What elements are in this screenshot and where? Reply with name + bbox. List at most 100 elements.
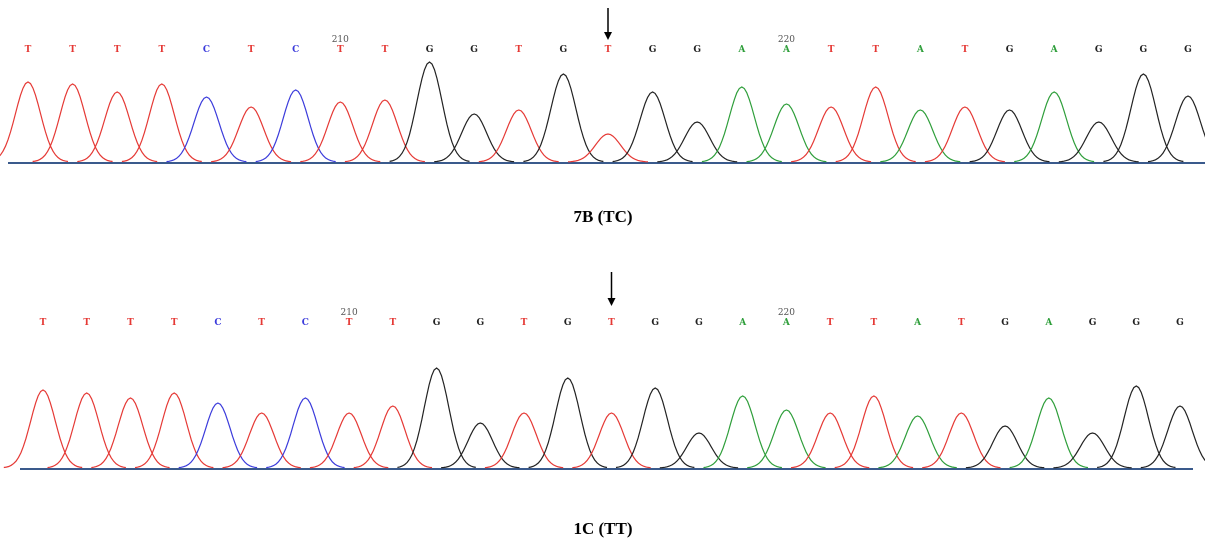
caption: 7B (TC) xyxy=(573,207,632,226)
peak xyxy=(1097,386,1175,468)
base-call: A xyxy=(738,318,747,328)
peak xyxy=(702,87,782,162)
base-call: T xyxy=(382,45,389,55)
base-call: G xyxy=(426,45,434,55)
base-call: T xyxy=(83,318,90,328)
peak xyxy=(479,110,559,162)
base-call: C xyxy=(203,45,210,55)
peak xyxy=(1141,406,1205,468)
base-call: T xyxy=(608,318,615,328)
peak xyxy=(1014,92,1094,162)
base-call: A xyxy=(916,45,925,55)
base-call: C xyxy=(292,45,299,55)
base-call: A xyxy=(1050,45,1059,55)
base-call: T xyxy=(248,45,255,55)
peak xyxy=(529,378,607,468)
base-call: G xyxy=(560,45,568,55)
peak xyxy=(878,416,956,468)
base-call: G xyxy=(433,318,441,328)
base-call: A xyxy=(737,45,746,55)
peak xyxy=(925,107,1005,162)
peak xyxy=(616,388,694,468)
base-call: T xyxy=(605,45,612,55)
base-call: T xyxy=(40,318,47,328)
base-call: T xyxy=(346,318,353,328)
peak xyxy=(1103,74,1183,162)
base-call: T xyxy=(515,45,522,55)
base-call: T xyxy=(962,45,969,55)
peak xyxy=(4,390,82,468)
base-call: T xyxy=(828,45,835,55)
base-call: G xyxy=(476,318,484,328)
base-call: G xyxy=(1140,45,1148,55)
peak xyxy=(354,406,432,468)
base-call: G xyxy=(1132,318,1140,328)
peak xyxy=(523,74,603,162)
base-call: T xyxy=(827,318,834,328)
base-call: T xyxy=(258,318,265,328)
base-call: A xyxy=(782,318,791,328)
base-call: G xyxy=(693,45,701,55)
peak xyxy=(485,413,563,468)
base-call: T xyxy=(389,318,396,328)
peak xyxy=(48,393,126,468)
peak xyxy=(266,398,344,468)
base-call: C xyxy=(214,318,221,328)
base-call: T xyxy=(521,318,528,328)
peak xyxy=(1148,96,1205,162)
peak xyxy=(390,62,470,161)
base-call: T xyxy=(69,45,76,55)
peak xyxy=(922,413,1000,468)
base-call: C xyxy=(302,318,309,328)
base-call: G xyxy=(695,318,703,328)
base-call: G xyxy=(1095,45,1103,55)
base-call: G xyxy=(1006,45,1014,55)
position-label: 220 xyxy=(778,35,795,45)
base-call: T xyxy=(127,318,134,328)
peak xyxy=(1010,398,1088,468)
base-call: G xyxy=(1176,318,1184,328)
peak xyxy=(91,398,169,468)
peak xyxy=(836,87,916,162)
peak xyxy=(791,413,869,468)
peak xyxy=(122,84,202,162)
base-call: G xyxy=(651,318,659,328)
base-call: T xyxy=(114,45,121,55)
peak xyxy=(397,368,475,467)
base-call: T xyxy=(872,45,879,55)
peak xyxy=(970,110,1050,162)
base-call: A xyxy=(1044,318,1053,328)
base-call: T xyxy=(25,45,32,55)
base-call: G xyxy=(1184,45,1192,55)
peak xyxy=(77,92,157,162)
peak xyxy=(835,396,913,468)
peak xyxy=(791,107,871,162)
base-call: T xyxy=(871,318,878,328)
figure: T T T T C T C T T G G T G T G G A A T T A T G A G G G 210 220 7B (TC)… xyxy=(0,0,1205,545)
arrow-head xyxy=(608,298,616,306)
peak xyxy=(33,84,113,162)
base-call: G xyxy=(564,318,572,328)
base-call: T xyxy=(337,45,344,55)
base-call: G xyxy=(470,45,478,55)
base-call: T xyxy=(958,318,965,328)
peak xyxy=(657,122,737,162)
base-call: A xyxy=(913,318,922,328)
position-label: 220 xyxy=(778,308,795,318)
peak xyxy=(135,393,213,468)
peak xyxy=(704,396,782,468)
base-call: G xyxy=(649,45,657,55)
peak xyxy=(256,90,336,162)
arrow-head xyxy=(604,32,612,40)
peak xyxy=(345,100,425,162)
base-call: T xyxy=(158,45,165,55)
base-call: T xyxy=(171,318,178,328)
position-label: 210 xyxy=(341,308,358,318)
peak xyxy=(880,110,960,162)
base-call: A xyxy=(782,45,791,55)
peak xyxy=(568,134,648,162)
caption: 1C (TT) xyxy=(573,519,632,538)
position-label: 210 xyxy=(332,35,349,45)
base-call: G xyxy=(1001,318,1009,328)
base-call: G xyxy=(1089,318,1097,328)
